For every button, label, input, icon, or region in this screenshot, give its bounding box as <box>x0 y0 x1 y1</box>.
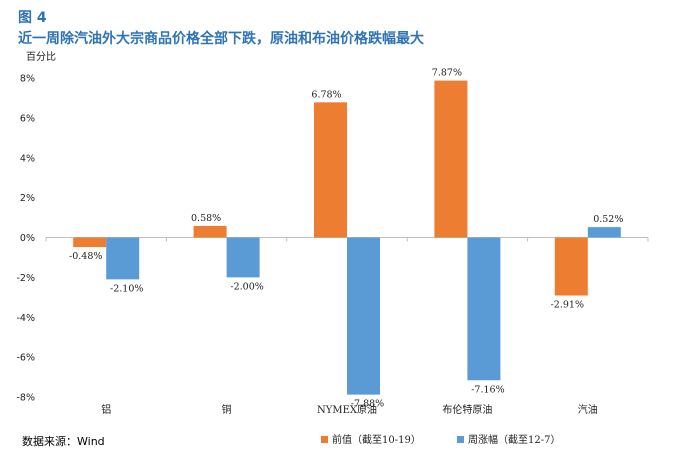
legend: 前值（截至10-19） 周涨幅（截至12-7） <box>321 433 560 446</box>
y-tick-label: -2% <box>17 273 36 284</box>
y-tick-label: 4% <box>20 153 35 164</box>
data-label: -0.48% <box>69 251 102 262</box>
data-label: 0.58% <box>191 213 221 224</box>
data-label: 7.87% <box>432 68 462 79</box>
data-labels: -0.48% 0.58% 6.78% 7.87% -2.91% -2.10% -2.00% -… <box>69 68 623 410</box>
data-label: 6.78% <box>311 89 341 100</box>
category-label: NYMEX原油 <box>317 403 377 416</box>
legend-label: 前值（截至10-19） <box>332 433 421 446</box>
bar <box>226 237 260 278</box>
chart-title: 近一周除汽油外大宗商品价格全部下跌，原油和布油价格跌幅最大 <box>18 31 424 47</box>
bar <box>587 227 621 238</box>
figure-number: 图 4 <box>18 10 47 26</box>
data-label: -2.10% <box>110 283 143 294</box>
data-label: -2.91% <box>551 300 584 311</box>
y-tick-label: 8% <box>20 74 35 85</box>
category-label: 汽油 <box>578 403 598 416</box>
y-tick-label: -8% <box>17 393 36 404</box>
category-label: 布伦特原油 <box>442 403 492 416</box>
axes: 8% 6% 4% 2% 0% -2% -4% -6% -8% 铝 铜 NYMEX原油 布伦特原油 汽油 <box>17 74 649 416</box>
y-tick-label: -4% <box>17 313 36 324</box>
bar <box>554 237 588 296</box>
legend-swatch <box>457 436 464 443</box>
data-label: -7.88% <box>351 399 384 410</box>
y-tick-label: 0% <box>20 233 35 244</box>
y-axis-label: 百分比 <box>26 51 56 63</box>
legend-label: 周涨幅（截至12-7） <box>468 433 560 446</box>
data-label: -7.16% <box>471 384 504 395</box>
data-label: 0.52% <box>593 214 623 225</box>
data-source: 数据来源：Wind <box>22 435 105 448</box>
bar <box>434 80 468 238</box>
category-label: 铜 <box>222 404 232 416</box>
y-tick-label: -6% <box>17 353 36 364</box>
bar <box>467 237 501 381</box>
bars <box>73 80 621 395</box>
bar <box>73 237 107 248</box>
bar <box>106 237 140 280</box>
y-tick-label: 6% <box>20 113 35 124</box>
data-label: -2.00% <box>230 281 263 292</box>
bar <box>193 225 227 238</box>
bar <box>347 237 380 395</box>
y-tick-label: 2% <box>20 193 35 204</box>
category-label: 铝 <box>101 404 111 416</box>
bar <box>314 102 347 238</box>
legend-swatch <box>321 436 328 443</box>
